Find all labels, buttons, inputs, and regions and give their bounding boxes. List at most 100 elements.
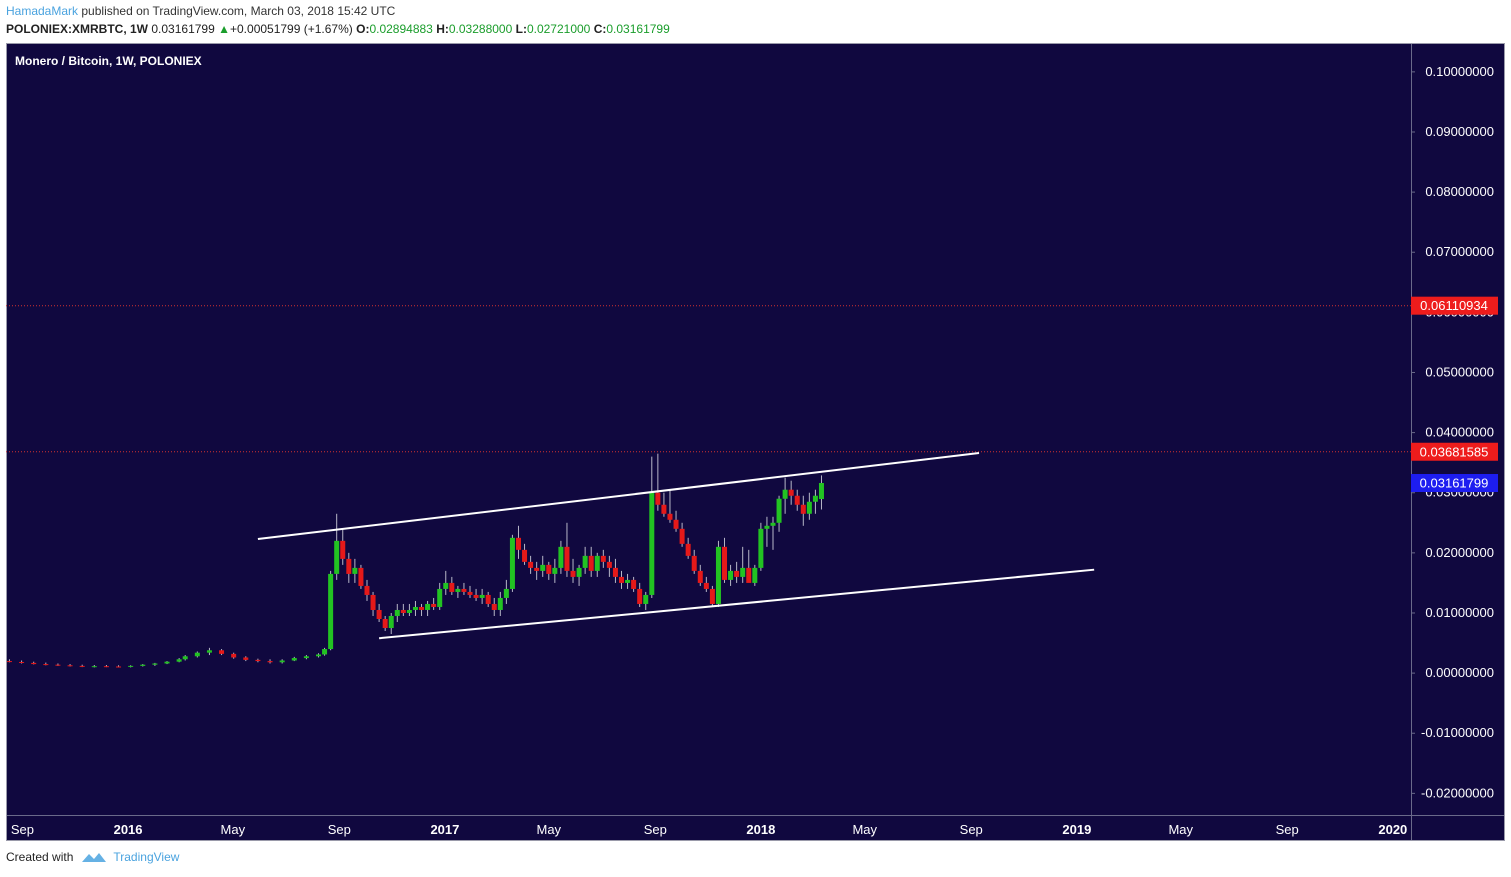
candle[interactable] [334,513,340,580]
candle[interactable] [746,549,752,583]
candle[interactable] [582,546,588,574]
candle[interactable] [479,588,485,604]
candle[interactable] [625,573,631,589]
candle[interactable] [346,552,352,583]
candle[interactable] [461,582,467,595]
candle[interactable] [509,534,515,592]
candle[interactable] [291,656,297,662]
candle[interactable] [685,537,691,559]
candle[interactable] [91,664,97,668]
candle[interactable] [388,612,394,635]
candle[interactable] [515,525,521,559]
candle[interactable] [740,546,746,583]
candle[interactable] [649,456,655,598]
candle[interactable] [661,492,667,517]
candle[interactable] [776,495,782,532]
candle[interactable] [728,564,734,586]
candle[interactable] [449,576,455,595]
candle[interactable] [400,603,406,616]
candle[interactable] [255,658,261,663]
candle[interactable] [425,600,431,616]
candle[interactable] [564,522,570,577]
candle[interactable] [467,585,473,598]
candle[interactable] [279,659,285,664]
author-link[interactable]: HamadaMark [6,4,79,18]
candle[interactable] [570,558,576,583]
candle[interactable] [764,516,770,547]
candle[interactable] [376,603,382,622]
candle[interactable] [491,597,497,616]
candle[interactable] [703,576,709,592]
time-scale[interactable] [6,815,1411,841]
candle[interactable] [497,591,503,616]
candle[interactable] [637,582,643,607]
candle[interactable] [322,647,328,656]
candle[interactable] [128,665,134,668]
candle[interactable] [152,662,158,666]
candle[interactable] [164,661,170,665]
candle[interactable] [552,558,558,583]
candle[interactable] [455,585,461,598]
candle[interactable] [528,555,534,574]
candle[interactable] [43,662,49,666]
candle[interactable] [800,495,806,526]
candle[interactable] [340,528,346,565]
candle[interactable] [758,522,764,571]
candle[interactable] [722,537,728,583]
tradingview-link[interactable]: TradingView [113,850,180,864]
candle[interactable] [194,651,200,658]
candle[interactable] [534,561,540,580]
candle[interactable] [364,579,370,601]
candle[interactable] [709,585,715,607]
candle[interactable] [673,510,679,532]
candle[interactable] [412,600,418,616]
candle[interactable] [643,591,649,610]
candle[interactable] [31,661,37,665]
candle[interactable] [6,659,12,663]
candle[interactable] [303,655,309,660]
candle[interactable] [812,489,818,514]
candle[interactable] [328,570,334,651]
upper-channel-trendline[interactable] [257,452,980,541]
candle[interactable] [316,653,322,658]
candle[interactable] [206,647,212,656]
candle[interactable] [540,555,546,577]
candle[interactable] [485,591,491,607]
candle[interactable] [691,549,697,574]
candle[interactable] [243,656,249,662]
candle[interactable] [667,489,673,523]
candle[interactable] [231,652,237,659]
candle[interactable] [140,664,146,667]
candle[interactable] [443,570,449,595]
candle[interactable] [546,561,552,580]
candle[interactable] [612,558,618,583]
candle[interactable] [770,516,776,550]
candle[interactable] [431,597,437,610]
candle[interactable] [103,664,109,668]
candle[interactable] [19,660,25,664]
candle[interactable] [734,561,740,583]
candle[interactable] [406,603,412,616]
candle[interactable] [631,576,637,592]
candle[interactable] [67,664,73,667]
candle[interactable] [655,453,661,511]
candle[interactable] [55,663,61,666]
candle[interactable] [715,540,721,607]
candle[interactable] [522,543,528,565]
candle[interactable] [806,492,812,520]
price-scale[interactable] [1411,43,1505,815]
candle[interactable] [618,570,624,589]
candle[interactable] [606,555,612,577]
lower-channel-trendline[interactable] [379,568,1095,640]
candle[interactable] [394,603,400,622]
candle[interactable] [352,558,358,583]
candle[interactable] [370,591,376,616]
candle[interactable] [116,665,122,668]
candle[interactable] [473,588,479,601]
plot-area[interactable] [6,43,1411,815]
candle[interactable] [382,615,388,632]
candle[interactable] [437,582,443,610]
candle[interactable] [679,522,685,547]
candle[interactable] [600,549,606,568]
